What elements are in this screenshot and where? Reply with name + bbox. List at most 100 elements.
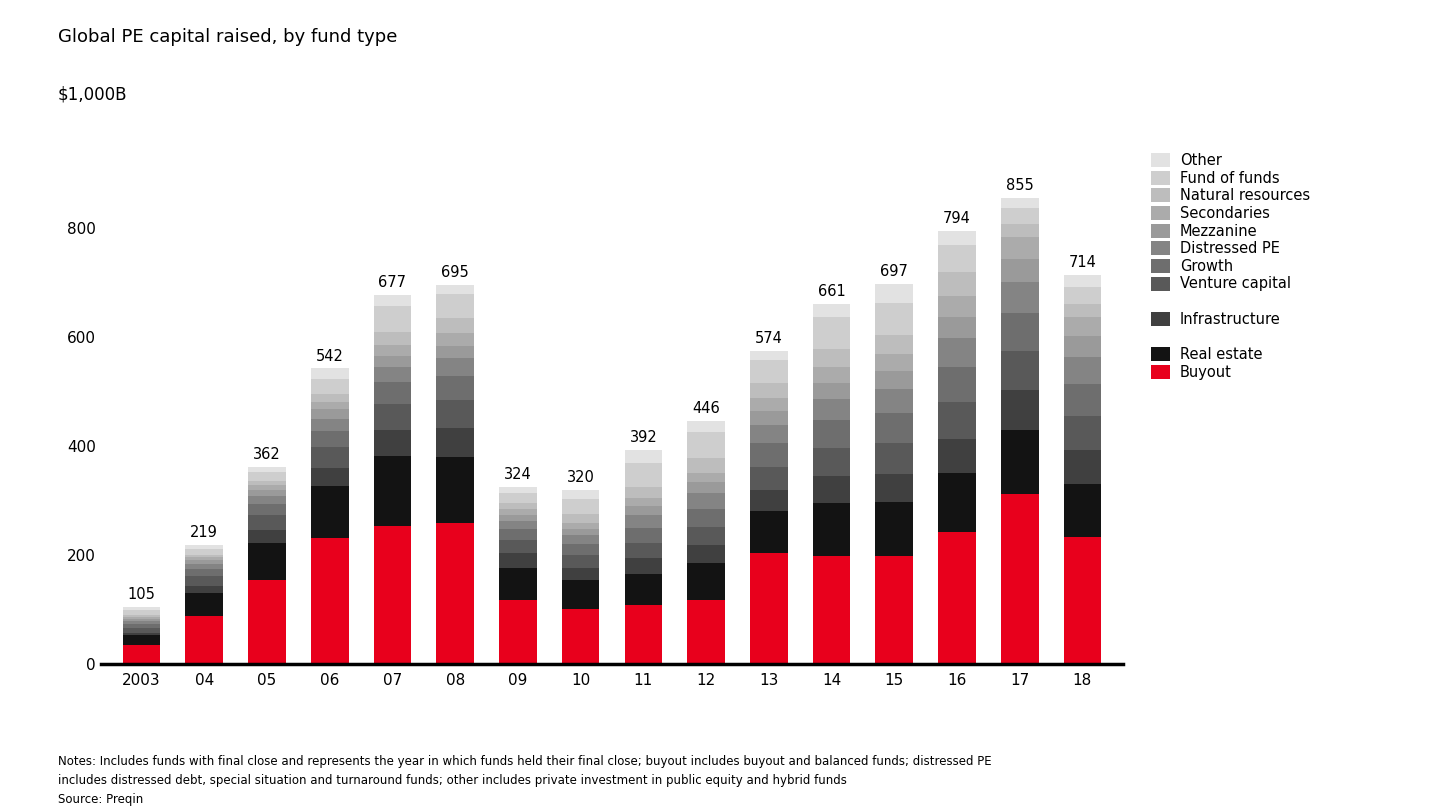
Bar — [876, 335, 913, 354]
Bar — [186, 548, 223, 555]
Bar — [373, 404, 412, 430]
Bar — [373, 306, 412, 332]
Text: Global PE capital raised, by fund type: Global PE capital raised, by fund type — [58, 28, 397, 46]
Bar — [436, 523, 474, 664]
Bar — [500, 600, 537, 664]
Bar — [812, 448, 851, 476]
Bar — [812, 304, 851, 317]
Bar — [436, 333, 474, 346]
Bar — [876, 556, 913, 664]
Bar — [248, 580, 285, 664]
Bar — [186, 593, 223, 616]
Bar — [625, 543, 662, 558]
Bar — [122, 619, 160, 621]
Bar — [750, 511, 788, 553]
Text: 855: 855 — [1005, 177, 1034, 193]
Bar — [1064, 484, 1102, 537]
Bar — [500, 568, 537, 600]
Bar — [939, 531, 976, 664]
Bar — [939, 272, 976, 296]
Bar — [1001, 208, 1038, 224]
Bar — [500, 540, 537, 553]
Bar — [311, 369, 348, 379]
Bar — [687, 483, 724, 493]
Bar — [373, 345, 412, 356]
Bar — [876, 502, 913, 556]
Bar — [687, 433, 724, 458]
Text: 542: 542 — [315, 348, 344, 364]
Bar — [625, 573, 662, 605]
Bar — [625, 498, 662, 506]
Bar — [876, 474, 913, 502]
Text: 661: 661 — [818, 284, 845, 299]
Bar — [750, 467, 788, 490]
Bar — [1064, 416, 1102, 450]
Bar — [122, 645, 160, 664]
Bar — [812, 476, 851, 503]
Bar — [248, 485, 285, 490]
Bar — [373, 356, 412, 367]
Bar — [939, 296, 976, 317]
Bar — [1001, 313, 1038, 351]
Bar — [1001, 351, 1038, 390]
Bar — [625, 515, 662, 528]
Bar — [750, 443, 788, 467]
Bar — [500, 488, 537, 492]
Bar — [1064, 384, 1102, 416]
Bar — [436, 285, 474, 294]
Text: 320: 320 — [567, 470, 595, 484]
Bar — [625, 558, 662, 573]
Text: 324: 324 — [504, 467, 531, 483]
Text: 794: 794 — [943, 211, 971, 226]
Bar — [248, 467, 285, 471]
Bar — [939, 473, 976, 531]
Bar — [687, 509, 724, 526]
Text: $1,000B: $1,000B — [58, 85, 127, 103]
Bar — [562, 608, 599, 664]
Bar — [625, 463, 662, 487]
Bar — [812, 420, 851, 448]
Bar — [311, 431, 348, 447]
Bar — [373, 430, 412, 456]
Bar — [687, 421, 724, 433]
Bar — [687, 493, 724, 509]
Text: 695: 695 — [441, 265, 469, 280]
Bar — [436, 358, 474, 376]
Bar — [1001, 258, 1038, 282]
Bar — [625, 450, 662, 463]
Bar — [687, 563, 724, 600]
Bar — [1064, 317, 1102, 336]
Bar — [1001, 224, 1038, 237]
Bar — [311, 447, 348, 467]
Bar — [1001, 198, 1038, 208]
Bar — [812, 368, 851, 382]
Bar — [186, 560, 223, 564]
Text: Notes: Includes funds with final close and represents the year in which funds he: Notes: Includes funds with final close a… — [58, 755, 991, 806]
Bar — [876, 371, 913, 390]
Bar — [122, 621, 160, 624]
Bar — [876, 443, 913, 474]
Bar — [122, 635, 160, 645]
Bar — [876, 390, 913, 413]
Bar — [500, 521, 537, 530]
Bar — [248, 481, 285, 485]
Bar — [500, 514, 537, 521]
Text: 362: 362 — [253, 447, 281, 462]
Bar — [186, 586, 223, 593]
Bar — [939, 317, 976, 339]
Bar — [311, 485, 348, 539]
Bar — [186, 616, 223, 664]
Bar — [436, 376, 474, 399]
Bar — [500, 492, 537, 503]
Bar — [876, 413, 913, 443]
Bar — [876, 354, 913, 371]
Bar — [812, 399, 851, 420]
Bar — [500, 509, 537, 514]
Bar — [687, 458, 724, 473]
Bar — [562, 568, 599, 580]
Bar — [248, 471, 285, 481]
Bar — [687, 600, 724, 664]
Bar — [311, 539, 348, 664]
Bar — [1001, 494, 1038, 664]
Text: 574: 574 — [755, 331, 783, 346]
